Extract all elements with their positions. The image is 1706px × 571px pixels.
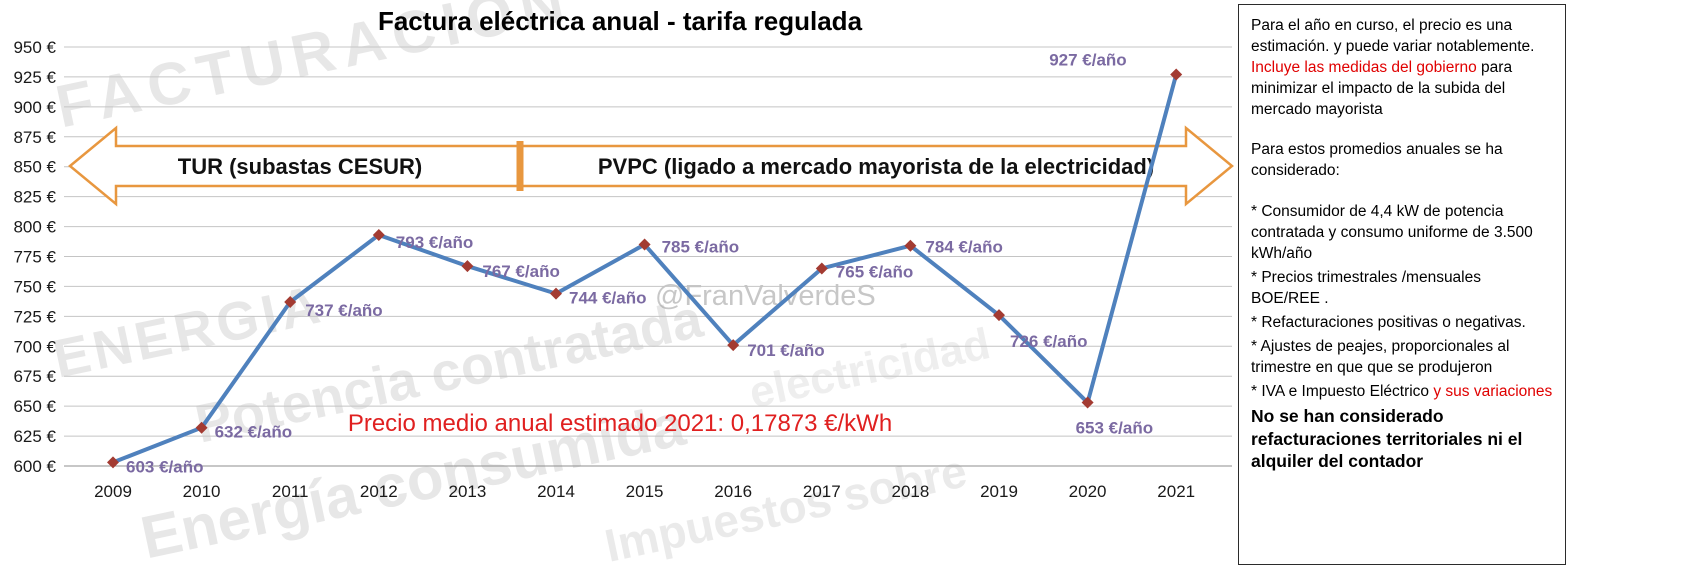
data-point-label: 744 €/año bbox=[569, 289, 647, 308]
data-point-marker bbox=[1170, 68, 1183, 81]
data-point-label: 793 €/año bbox=[396, 233, 474, 252]
data-point-label: 784 €/año bbox=[925, 238, 1003, 257]
y-tick-label: 825 € bbox=[13, 188, 56, 207]
data-point-label: 767 €/año bbox=[482, 262, 560, 281]
panel-item: * Precios trimestrales /mensuales BOE/RE… bbox=[1251, 268, 1481, 307]
data-point-label: 632 €/año bbox=[215, 423, 293, 442]
data-point-label: 701 €/año bbox=[747, 341, 825, 360]
x-tick-label: 2009 bbox=[94, 482, 132, 501]
annual-bill-chart: FACTURACION ENERGIA Potencia contratada … bbox=[13, 0, 1234, 571]
data-point-label: 603 €/año bbox=[126, 457, 204, 476]
x-tick-label: 2021 bbox=[1157, 482, 1195, 501]
panel-intro-text: Para el año en curso, el precio es una e… bbox=[1251, 17, 1535, 56]
notes-panel: Para el año en curso, el precio es una e… bbox=[1238, 4, 1566, 565]
chart-plot: 600 € 625 € 650 € 675 € 700 € 725 € 750 € 775 €… bbox=[13, 38, 1234, 501]
data-point-marker bbox=[550, 287, 562, 300]
data-point-marker bbox=[638, 238, 651, 251]
data-point-label: 927 €/año bbox=[1049, 51, 1127, 70]
y-tick-label: 800 € bbox=[13, 218, 56, 237]
chart-title: Factura eléctrica anual - tarifa regulad… bbox=[377, 6, 863, 36]
data-point-label: 765 €/año bbox=[836, 262, 914, 281]
panel-item-iva: * IVA e Impuesto Eléctrico y sus variaci… bbox=[1251, 381, 1553, 402]
avg-price-annotation: Precio medio anual estimado 2021: 0,1787… bbox=[347, 410, 893, 437]
panel-disclaimer: No se han considerado refacturaciones te… bbox=[1251, 406, 1523, 472]
data-point-label: 653 €/año bbox=[1076, 419, 1154, 438]
data-point-marker bbox=[195, 421, 208, 434]
data-point-marker bbox=[107, 456, 119, 469]
panel-intro: Para el año en curso, el precio es una e… bbox=[1251, 15, 1553, 120]
data-point-marker bbox=[284, 295, 297, 308]
panel-considered-heading: Para estos promedios anuales se ha consi… bbox=[1251, 141, 1503, 180]
y-tick-label: 775 € bbox=[13, 248, 56, 267]
data-point-marker bbox=[993, 309, 1005, 322]
y-tick-label: 700 € bbox=[13, 337, 56, 356]
panel-item: * Ajustes de peajes, proporcionales al t… bbox=[1251, 338, 1510, 377]
y-tick-label: 850 € bbox=[13, 158, 56, 177]
y-tick-label: 950 € bbox=[13, 38, 56, 57]
x-tick-label: 2015 bbox=[626, 482, 664, 501]
data-point-label: 737 €/año bbox=[305, 301, 383, 320]
data-point-marker bbox=[904, 239, 917, 252]
panel-item-iva-text: * IVA e Impuesto Eléctrico bbox=[1251, 383, 1434, 401]
y-tick-label: 925 € bbox=[13, 68, 56, 87]
series-line bbox=[111, 72, 1179, 465]
panel-intro-text-2: para minimizar el impacto de la subida d… bbox=[1251, 59, 1513, 119]
panel-item-iva-highlight: y sus variaciones bbox=[1433, 383, 1553, 401]
data-point-label: 785 €/año bbox=[662, 238, 740, 257]
data-point-label: 726 €/año bbox=[1010, 332, 1088, 351]
x-tick-label: 2018 bbox=[891, 482, 929, 501]
panel-item: * Refacturaciones positivas o negativas. bbox=[1251, 313, 1526, 331]
tariff-period-banner-arrow bbox=[68, 125, 1234, 207]
y-tick-label: 650 € bbox=[13, 397, 56, 416]
data-point-marker bbox=[372, 228, 385, 241]
x-tick-label: 2010 bbox=[183, 482, 221, 501]
y-tick-label: 625 € bbox=[13, 427, 56, 446]
banner-label-tur: TUR (subastas CESUR) bbox=[178, 154, 422, 179]
data-point-marker bbox=[727, 339, 740, 352]
data-point-marker bbox=[1081, 396, 1094, 409]
x-tick-label: 2014 bbox=[537, 482, 575, 501]
panel-intro-highlight: Incluye las medidas del gobierno bbox=[1251, 59, 1477, 77]
y-tick-label: 600 € bbox=[13, 457, 56, 476]
x-tick-label: 2020 bbox=[1069, 482, 1107, 501]
x-tick-label: 2016 bbox=[714, 482, 752, 501]
x-tick-label: 2012 bbox=[360, 482, 398, 501]
panel-item: * Consumidor de 4,4 kW de potencia contr… bbox=[1251, 202, 1533, 262]
data-point-marker bbox=[461, 260, 474, 273]
y-tick-label: 900 € bbox=[13, 98, 56, 117]
y-tick-label: 725 € bbox=[13, 307, 56, 326]
y-tick-label: 875 € bbox=[13, 128, 56, 147]
y-tick-label: 675 € bbox=[13, 367, 56, 386]
x-tick-label: 2013 bbox=[448, 482, 486, 501]
y-tick-label: 750 € bbox=[13, 277, 56, 296]
x-tick-label: 2011 bbox=[272, 482, 309, 501]
banner-label-pvpc: PVPC (ligado a mercado mayorista de la e… bbox=[598, 154, 1154, 179]
data-point-marker bbox=[815, 262, 828, 275]
x-tick-label: 2017 bbox=[803, 482, 841, 501]
x-tick-label: 2019 bbox=[980, 482, 1018, 501]
